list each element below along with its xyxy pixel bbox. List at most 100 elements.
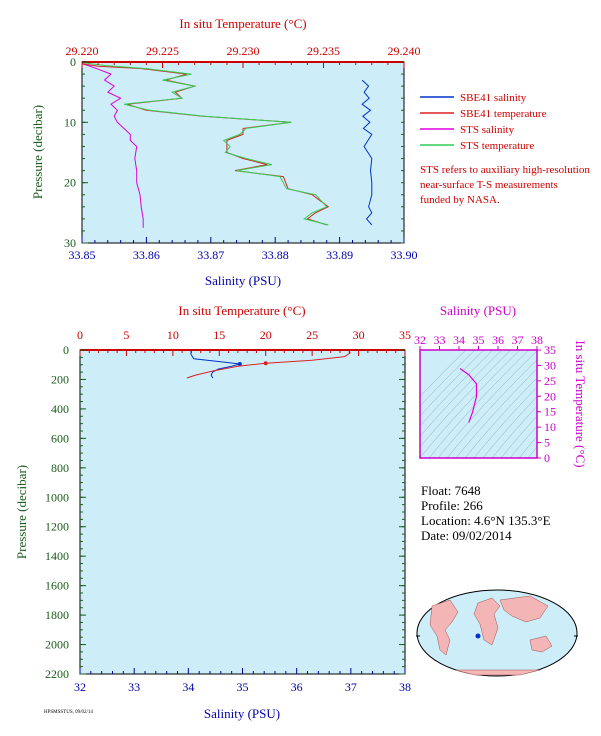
legend-label: SBE41 salinity	[460, 92, 527, 104]
ts-temperature-tick-label: 35	[544, 343, 556, 357]
density-contour	[428, 350, 530, 458]
ts-temperature-tick-label: 20	[544, 389, 556, 403]
density-contour	[420, 350, 494, 427]
bottom-pressure-tick-label: 600	[51, 431, 69, 445]
sbe41-salinity-line	[361, 79, 373, 226]
density-contour	[500, 415, 537, 458]
density-contour	[509, 425, 537, 458]
bottom-pressure-tick-label: 1600	[45, 579, 69, 593]
bottom-salinity-tick-label: 33	[128, 680, 140, 694]
sts-temperature-line	[81, 62, 329, 226]
top-temperature-tick-label: 29.220	[66, 44, 99, 58]
bottom-salinity-tick-label: 32	[74, 680, 86, 694]
density-contour	[420, 350, 467, 397]
bottom-salinity-line	[190, 350, 240, 379]
bottom-plot-temperature-title: In situ Temperature (°C)	[178, 303, 305, 318]
density-contour	[455, 368, 537, 458]
map-land-antarctica	[454, 669, 541, 676]
bottom-pressure-tick-label: 2000	[45, 638, 69, 652]
top-plot-salinity-title: Salinity (PSU)	[205, 273, 281, 288]
profile-date: Date: 09/02/2014	[421, 528, 512, 543]
bottom-temperature-marker	[263, 361, 268, 366]
density-contour	[420, 350, 521, 458]
bottom-pressure-tick-label: 800	[51, 461, 69, 475]
density-contour	[527, 446, 537, 458]
top-salinity-tick-label: 33.89	[326, 248, 353, 262]
top-salinity-tick-label: 33.88	[262, 248, 289, 262]
legend: SBE41 salinity SBE41 temperature STS salin…	[420, 92, 547, 152]
bottom-plot-salinity-title: Salinity (PSU)	[204, 706, 280, 721]
ts-salinity-tick-label: 34	[453, 333, 465, 347]
legend-label: STS temperature	[460, 140, 534, 152]
ts-salinity-tick-label: 35	[473, 333, 485, 347]
density-contour	[491, 405, 537, 458]
density-contour	[482, 396, 537, 458]
bottom-salinity-tick-label: 37	[345, 680, 357, 694]
bottom-pressure-tick-label: 1800	[45, 608, 69, 622]
bottom-temperature-tick-label: 20	[260, 328, 272, 342]
top-temperature-tick-label: 29.235	[307, 44, 340, 58]
bottom-temperature-tick-label: 15	[213, 328, 225, 342]
top-salinity-tick-label: 33.90	[391, 248, 418, 262]
top-pressure-tick-label: 30	[64, 236, 76, 250]
bottom-pressure-tick-label: 1200	[45, 520, 69, 534]
ts-plot-area	[420, 350, 537, 458]
density-contour	[464, 377, 537, 458]
bottom-plot-pressure-title: Pressure (decibar)	[14, 465, 29, 559]
top-plot-area	[82, 62, 404, 243]
sts-note: STS refers to auxiliary high-resolution …	[420, 164, 590, 206]
ts-salinity-title: Salinity (PSU)	[440, 303, 516, 318]
map-land-americas	[429, 599, 459, 656]
bottom-pressure-tick-label: 1000	[45, 490, 69, 504]
top-pressure-tick-label: 0	[70, 55, 76, 69]
float-location: Location: 4.6°N 135.3°E	[421, 513, 551, 528]
top-salinity-tick-label: 33.85	[69, 248, 96, 262]
density-contour	[420, 350, 503, 437]
legend-label: SBE41 temperature	[460, 108, 547, 120]
bottom-temperature-tick-label: 5	[123, 328, 129, 342]
bottom-salinity-tick-label: 35	[237, 680, 249, 694]
bottom-salinity-tick-label: 36	[291, 680, 303, 694]
bottom-pressure-tick-label: 1400	[45, 549, 69, 563]
float-location-marker	[475, 633, 481, 639]
density-contour	[473, 386, 537, 458]
map-land-australia	[529, 635, 553, 653]
legend-label: STS salinity	[460, 124, 515, 136]
credit-text: HPSMSSTUS, 09/02/14	[44, 710, 93, 715]
bottom-pressure-tick-label: 0	[63, 343, 69, 357]
ts-temperature-tick-label: 30	[544, 358, 556, 372]
top-temperature-tick-label: 29.225	[146, 44, 179, 58]
top-salinity-tick-label: 33.86	[133, 248, 160, 262]
ts-salinity-tick-label: 36	[492, 333, 504, 347]
bottom-salinity-tick-label: 34	[182, 680, 194, 694]
top-plot-pressure-title: Pressure (decibar)	[30, 105, 45, 199]
ts-temperature-tick-label: 25	[544, 374, 556, 388]
density-contour	[518, 435, 537, 458]
ts-salinity-tick-label: 32	[414, 333, 426, 347]
top-temperature-tick-label: 29.240	[388, 44, 421, 58]
top-temperature-tick-label: 29.230	[227, 44, 260, 58]
ts-temperature-tick-label: 15	[544, 405, 556, 419]
bottom-temperature-tick-label: 10	[167, 328, 179, 342]
bottom-pressure-tick-label: 2200	[45, 667, 69, 681]
top-salinity-tick-label: 33.87	[197, 248, 224, 262]
ts-temperature-tick-label: 5	[544, 436, 550, 450]
ts-temperature-tick-label: 10	[544, 420, 556, 434]
map-land-asia	[499, 595, 549, 623]
bottom-pressure-tick-label: 400	[51, 402, 69, 416]
top-pressure-tick-label: 20	[64, 176, 76, 190]
location-map	[416, 589, 578, 677]
density-contour	[420, 350, 476, 407]
ts-salinity-tick-label: 33	[434, 333, 446, 347]
bottom-plot-area	[80, 350, 405, 674]
bottom-plot: 32 33 34 35 36 37 38 0 5 10 15 20 25 30 35 0 200 400 600 80…	[14, 303, 411, 721]
map-land-europe-africa	[473, 597, 501, 646]
top-plot-temperature-title: In situ Temperature (°C)	[179, 16, 306, 31]
bottom-temperature-tick-label: 30	[353, 328, 365, 342]
float-id: Float: 7648	[421, 483, 481, 498]
bottom-temperature-tick-label: 0	[77, 328, 83, 342]
ts-curve	[459, 368, 478, 423]
density-contour	[446, 359, 537, 458]
